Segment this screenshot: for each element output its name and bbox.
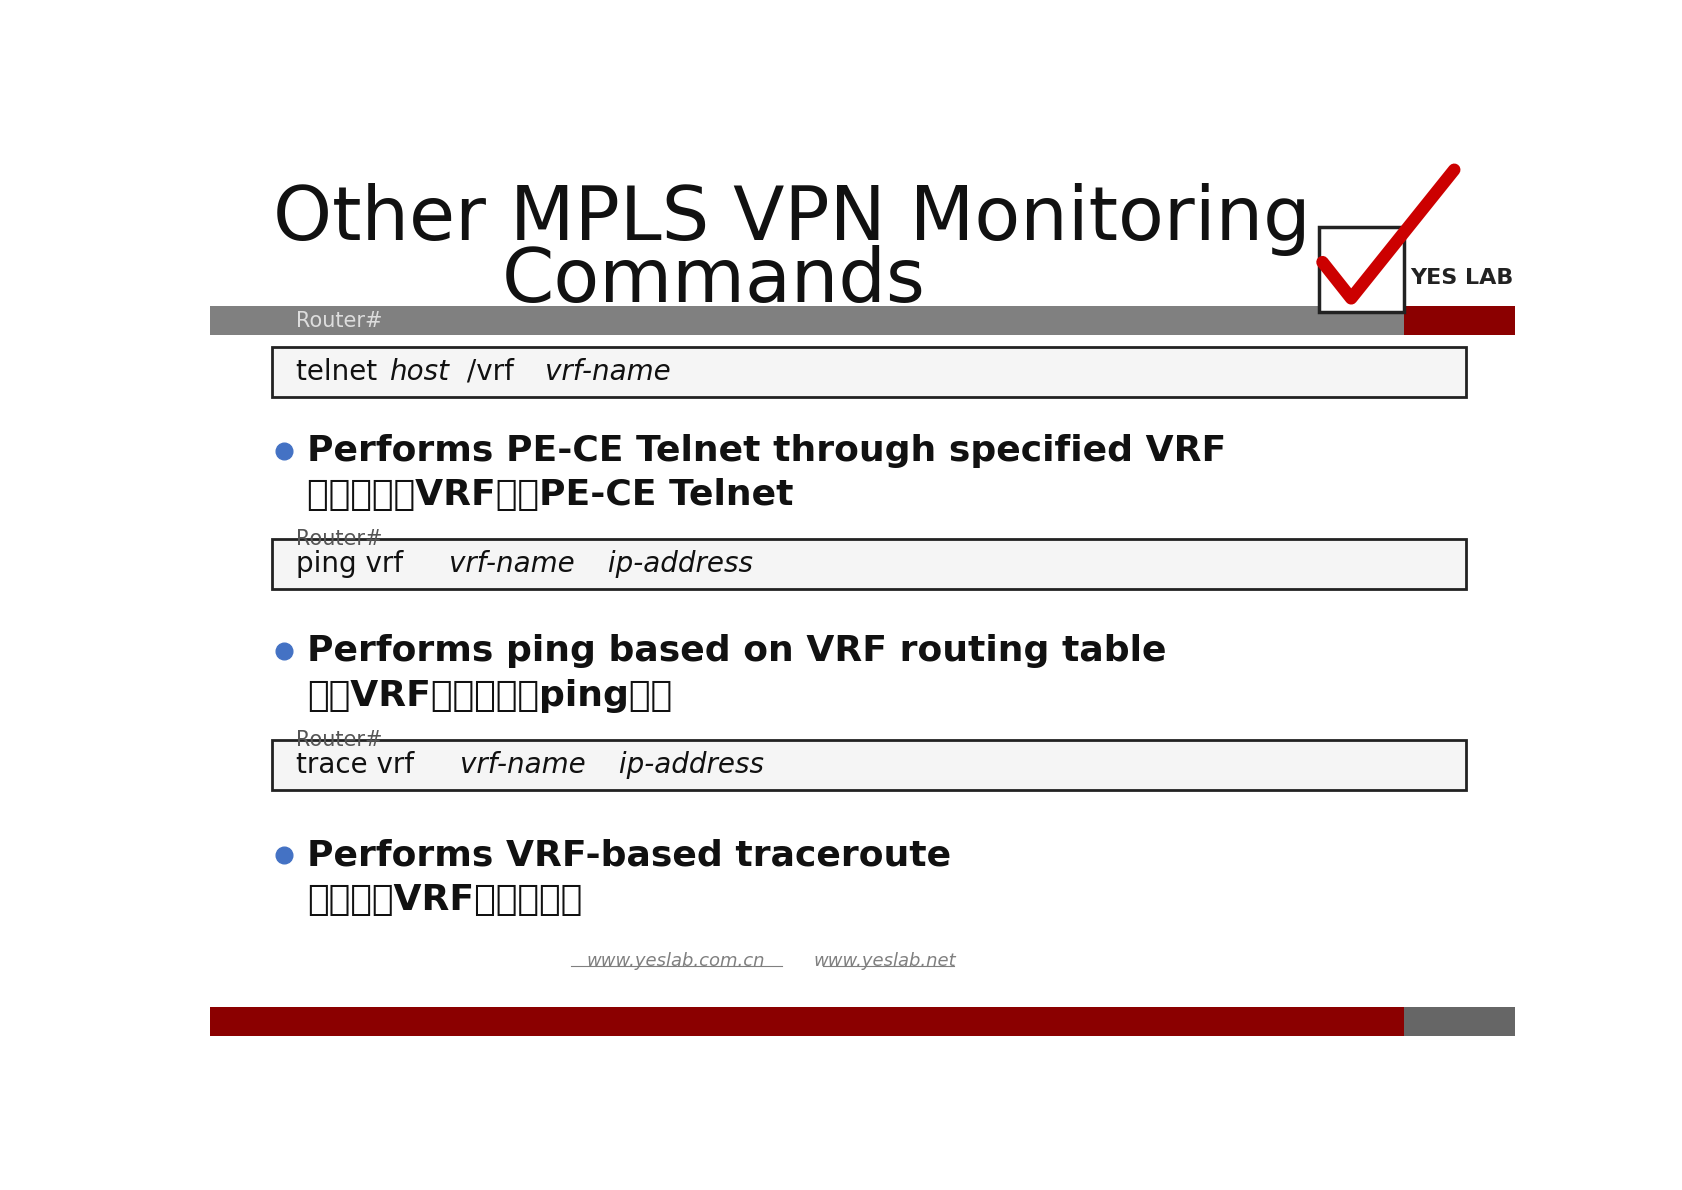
Text: ip-address: ip-address bbox=[599, 550, 754, 578]
Text: Router#: Router# bbox=[296, 311, 382, 331]
Text: YES LAB: YES LAB bbox=[1410, 268, 1512, 288]
Text: vrf-name: vrf-name bbox=[459, 751, 585, 778]
Bar bbox=[1403, 306, 1514, 336]
Text: trace vrf: trace vrf bbox=[296, 751, 422, 778]
FancyBboxPatch shape bbox=[272, 739, 1465, 790]
Text: 基于VRF路由表执行ping操作: 基于VRF路由表执行ping操作 bbox=[308, 678, 673, 713]
Text: Performs ping based on VRF routing table: Performs ping based on VRF routing table bbox=[308, 634, 1166, 668]
Text: /vrf: /vrf bbox=[458, 358, 523, 386]
Text: vrf-name: vrf-name bbox=[545, 358, 671, 386]
Text: host: host bbox=[389, 358, 449, 386]
Text: www.yeslab.net: www.yeslab.net bbox=[812, 952, 955, 970]
Text: Router#: Router# bbox=[296, 530, 382, 550]
Text: 执行基于VRF的跟踪路由: 执行基于VRF的跟踪路由 bbox=[308, 883, 582, 916]
Bar bbox=[210, 306, 1403, 336]
Text: Router#: Router# bbox=[296, 729, 382, 750]
Bar bbox=[1403, 1007, 1514, 1036]
Bar bbox=[210, 1007, 1403, 1036]
Text: Performs VRF-based traceroute: Performs VRF-based traceroute bbox=[308, 838, 950, 872]
Text: www.yeslab.com.cn: www.yeslab.com.cn bbox=[585, 952, 764, 970]
FancyBboxPatch shape bbox=[272, 346, 1465, 397]
Text: ping vrf: ping vrf bbox=[296, 550, 412, 578]
FancyBboxPatch shape bbox=[272, 539, 1465, 589]
Text: 通过指定的VRF执行PE-CE Telnet: 通过指定的VRF执行PE-CE Telnet bbox=[308, 478, 794, 513]
Text: Commands: Commands bbox=[501, 245, 925, 318]
Bar bbox=[1317, 227, 1403, 312]
Text: vrf-name: vrf-name bbox=[449, 550, 575, 578]
Text: Performs PE-CE Telnet through specified VRF: Performs PE-CE Telnet through specified … bbox=[308, 434, 1226, 468]
Text: Other MPLS VPN Monitoring: Other MPLS VPN Monitoring bbox=[272, 183, 1310, 256]
Text: telnet: telnet bbox=[296, 358, 385, 386]
Text: ip-address: ip-address bbox=[611, 751, 764, 778]
